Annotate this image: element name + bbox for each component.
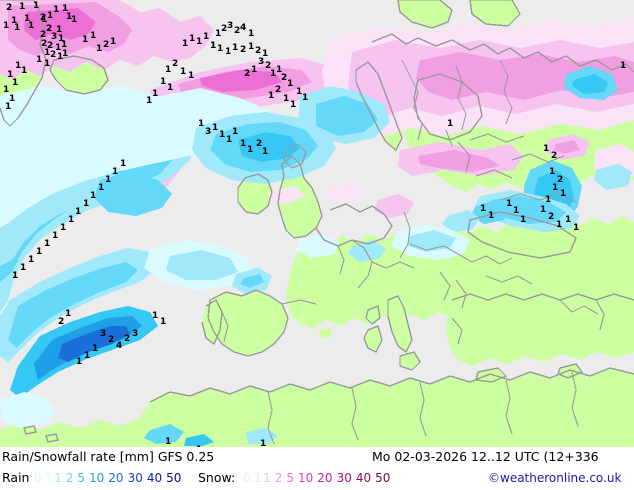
snow-scale-step-50[interactable]: 50 <box>375 471 391 485</box>
rain-scale-step-1[interactable]: 1 <box>54 471 62 485</box>
snow-color-scale[interactable]: 0.11 2 5 10 20 30 40 50 <box>243 470 394 486</box>
snow-scale-step-0-1[interactable]: 0.1 <box>243 471 263 485</box>
footer-legend-row: Rain 0.11 2 5 10 20 30 40 50 Snow: 0.11 2 5 10 20 30… <box>0 467 634 490</box>
rain-scale-step-2[interactable]: 2 <box>65 471 74 485</box>
map-footer: Rain/Snowfall rate [mm] GFS 0.25 Mo 02-0… <box>0 447 634 490</box>
snow-scale-step-2[interactable]: 2 <box>274 471 283 485</box>
coastline-border-layer <box>0 0 634 445</box>
map-canvas <box>0 0 634 447</box>
rain-color-scale[interactable]: 0.11 2 5 10 20 30 40 50 <box>34 470 185 486</box>
model-run-datetime: Mo 02-03-2026 12..12 UTC (12+336 <box>372 449 599 464</box>
rain-scale-step-10[interactable]: 10 <box>89 471 105 485</box>
snow-scale-step-30[interactable]: 30 <box>336 471 352 485</box>
rain-scale-step-30[interactable]: 30 <box>127 471 143 485</box>
rain-scale-step-40[interactable]: 40 <box>146 471 163 485</box>
rain-scale-step-20[interactable]: 20 <box>108 471 124 485</box>
precipitation-layer <box>0 0 634 446</box>
snow-scale-step-5[interactable]: 5 <box>286 471 295 485</box>
rainfall-field <box>0 66 632 446</box>
rain-scale-step-50[interactable]: 50 <box>166 471 182 485</box>
product-title: Rain/Snowfall rate [mm] GFS 0.25 <box>2 449 215 464</box>
rain-legend-label: Rain <box>2 470 30 485</box>
copyright-notice: ©weatheronline.co.uk <box>488 471 622 485</box>
footer-title-row: Rain/Snowfall rate [mm] GFS 0.25 Mo 02-0… <box>0 447 634 467</box>
rain-scale-step-5[interactable]: 5 <box>77 471 86 485</box>
snow-scale-step-1[interactable]: 1 <box>263 471 271 485</box>
snow-legend-label: Snow: <box>198 470 236 485</box>
rain-scale-step-0-1[interactable]: 0.1 <box>34 471 54 485</box>
snow-scale-step-20[interactable]: 20 <box>317 471 333 485</box>
snow-scale-step-10[interactable]: 10 <box>298 471 314 485</box>
snow-scale-step-40[interactable]: 40 <box>355 471 372 485</box>
